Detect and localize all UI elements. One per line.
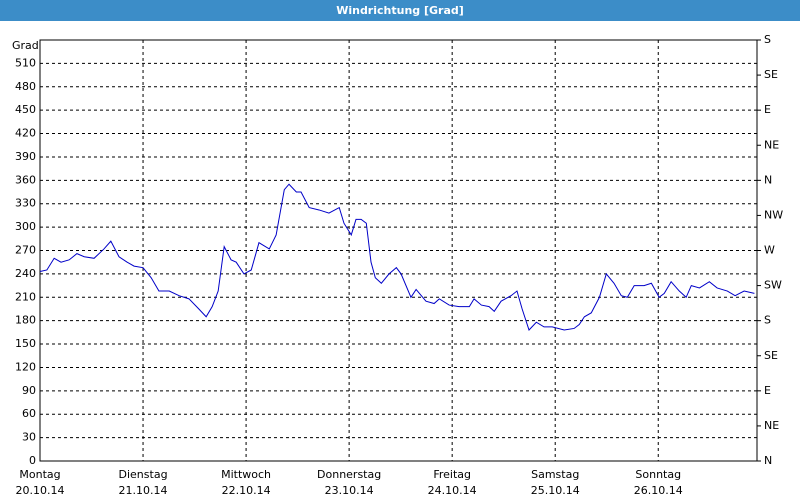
y2-tick-label: W xyxy=(764,244,775,257)
y2-tick-label: SW xyxy=(764,279,782,292)
chart-title: Windrichtung [Grad] xyxy=(336,4,464,17)
y-tick-label: 90 xyxy=(22,384,36,397)
x-tick-date: 22.10.14 xyxy=(222,484,271,497)
x-tick-label: Montag xyxy=(19,468,60,481)
x-tick-label: Dienstag xyxy=(119,468,168,481)
y-tick-label: 270 xyxy=(15,244,36,257)
data-line xyxy=(39,183,755,331)
y2-tick-label: N xyxy=(764,454,772,467)
y-tick-label: 330 xyxy=(15,197,36,210)
y2-tick-label: S xyxy=(764,314,771,327)
y-axis-label: Grad xyxy=(12,39,39,52)
y2-tick-label: NE xyxy=(764,138,779,151)
y-tick-label: 390 xyxy=(15,150,36,163)
y-tick-label: 300 xyxy=(15,220,36,233)
y-tick-label: 210 xyxy=(15,290,36,303)
y-tick-label: 510 xyxy=(15,56,36,69)
y-tick-label: 30 xyxy=(22,431,36,444)
x-tick-label: Samstag xyxy=(531,468,579,481)
y-tick-label: 450 xyxy=(15,103,36,116)
x-tick-date: 23.10.14 xyxy=(325,484,374,497)
y2-tick-label: SE xyxy=(764,349,778,362)
x-tick-label: Sonntag xyxy=(635,468,681,481)
y2-tick-label: SE xyxy=(764,68,778,81)
y-tick-label: 240 xyxy=(15,267,36,280)
y2-tick-label: N xyxy=(764,173,772,186)
y-tick-label: 180 xyxy=(15,314,36,327)
y2-tick-label: E xyxy=(764,103,771,116)
y-tick-label: 120 xyxy=(15,360,36,373)
y-tick-label: 480 xyxy=(15,80,36,93)
y2-tick-label: NW xyxy=(764,208,783,221)
x-tick-label: Mittwoch xyxy=(221,468,271,481)
y-tick-label: 420 xyxy=(15,127,36,140)
y2-tick-label: NE xyxy=(764,419,779,432)
y-tick-label: 0 xyxy=(29,454,36,467)
x-tick-label: Donnerstag xyxy=(317,468,381,481)
x-tick-date: 26.10.14 xyxy=(634,484,683,497)
y-tick-label: 60 xyxy=(22,407,36,420)
y2-tick-label: S xyxy=(764,33,771,46)
x-tick-date: 20.10.14 xyxy=(16,484,65,497)
x-tick-label: Freitag xyxy=(433,468,471,481)
x-tick-date: 21.10.14 xyxy=(119,484,168,497)
y2-tick-label: E xyxy=(764,384,771,397)
y-tick-label: 360 xyxy=(15,173,36,186)
title-bar xyxy=(0,0,800,21)
x-tick-date: 25.10.14 xyxy=(531,484,580,497)
x-tick-date: 24.10.14 xyxy=(428,484,477,497)
y-tick-label: 150 xyxy=(15,337,36,350)
